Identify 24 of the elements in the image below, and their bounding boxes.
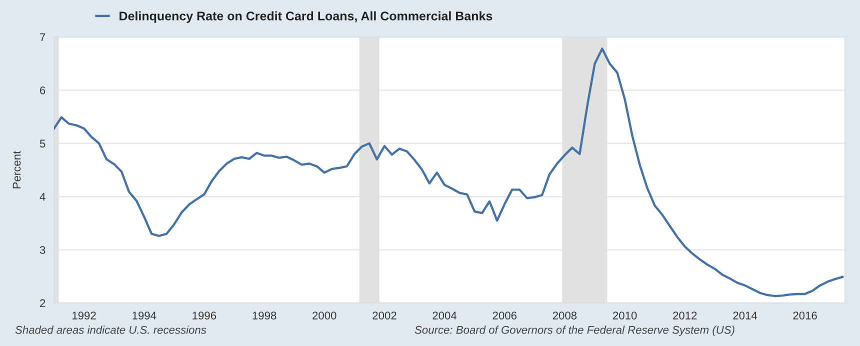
source-note: Source: Board of Governors of the Federal Reserve System (US): [414, 326, 734, 336]
line-series: [54, 48, 844, 298]
legend-label: Delinquency Rate on Credit Card Loans, All Commercial Banks: [120, 11, 492, 23]
x-tick-label: 2008: [552, 312, 577, 320]
y-tick-label: 6: [40, 86, 46, 94]
x-tick-label: 2010: [613, 312, 637, 320]
x-tick-label: 2012: [673, 312, 697, 320]
x-tick-label: 2004: [432, 312, 457, 320]
x-tick-label: 1996: [192, 312, 216, 320]
x-tick-label: 1992: [72, 312, 96, 320]
x-tick-label: 2002: [372, 312, 396, 320]
x-tick-label: 1998: [252, 312, 276, 320]
y-tick-label: 4: [40, 192, 46, 201]
y-axis-title: Percent: [12, 150, 21, 188]
x-tick-label: 2014: [733, 312, 758, 320]
y-tick-label: 2: [40, 299, 46, 308]
x-tick-label: 2000: [312, 312, 336, 320]
y-tick-label: 5: [40, 140, 46, 148]
x-tick-label: 2006: [492, 312, 517, 320]
text: Shaded areas indicate U.S. recessions: [15, 326, 206, 334]
y-tick-label: 7: [40, 33, 46, 42]
y-tick-label: 3: [40, 246, 46, 254]
x-tick-label: 1994: [132, 312, 156, 320]
x-tick-label: 2016: [793, 312, 817, 320]
